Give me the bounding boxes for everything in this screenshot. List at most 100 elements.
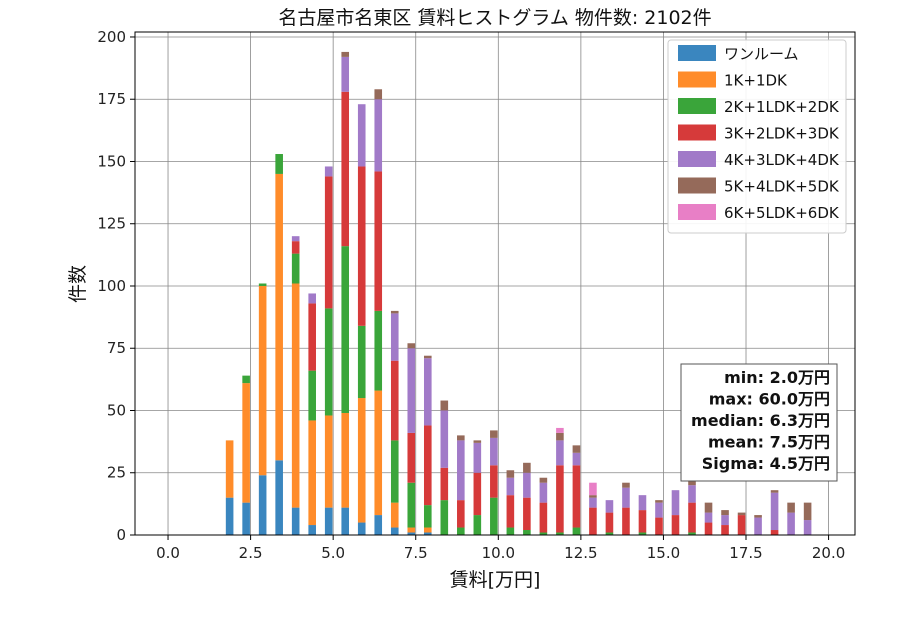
- histogram-bar: [622, 482, 630, 488]
- histogram-bar: [523, 462, 531, 473]
- histogram-bar: [622, 487, 630, 508]
- stats-line: max: 60.0万円: [709, 390, 830, 409]
- histogram-bar: [506, 477, 515, 496]
- histogram-bar: [754, 517, 762, 535]
- legend-label: 1K+1DK: [724, 72, 788, 90]
- histogram-bar: [523, 530, 531, 535]
- histogram-bar: [357, 166, 366, 326]
- histogram-bar: [655, 500, 663, 503]
- histogram-bar: [407, 343, 416, 349]
- histogram-bar: [390, 527, 399, 535]
- histogram-bar: [308, 525, 316, 535]
- stats-box: min: 2.0万円 max: 60.0万円 median: 6.3万円 mean: …: [680, 363, 838, 482]
- histogram-bar: [787, 512, 795, 535]
- legend-label: 2K+1LDK+2DK: [724, 98, 840, 116]
- histogram-bar: [622, 507, 630, 535]
- histogram-bar: [721, 515, 729, 526]
- histogram-bar: [688, 485, 696, 503]
- histogram-bar: [242, 502, 250, 535]
- histogram-bar: [357, 522, 366, 535]
- histogram-bar: [671, 490, 680, 516]
- histogram-bar: [572, 445, 581, 453]
- histogram-bar: [523, 472, 531, 498]
- histogram-bar: [291, 507, 300, 535]
- stats-line: min: 2.0万円: [724, 368, 830, 387]
- histogram-bar: [655, 517, 663, 535]
- legend-label: 5K+4LDK+5DK: [724, 178, 840, 196]
- plot-frame: [134, 31, 856, 536]
- histogram-bar: [423, 532, 432, 535]
- histogram-bar: [407, 348, 416, 433]
- histogram-bar: [291, 283, 300, 508]
- histogram-bar: [539, 477, 548, 483]
- histogram-bar: [291, 241, 300, 254]
- legend: ワンルーム 1K+1DK 2K+1LDK+2DK 3K+2LDK+3DK 4K+3LDK…: [667, 39, 847, 234]
- histogram-bar: [374, 89, 383, 100]
- legend-label: 3K+2LDK+3DK: [724, 125, 840, 143]
- histogram-bar: [423, 425, 432, 506]
- x-tick-label: 7.5: [404, 544, 428, 562]
- histogram-bar: [308, 303, 316, 371]
- histogram-bar: [225, 440, 234, 498]
- legend-swatch: [678, 98, 716, 114]
- chart-title: 名古屋市名東区 賃料ヒストグラム 物件数: 2102件: [278, 7, 711, 29]
- bars: [225, 51, 812, 535]
- histogram-bar: [473, 440, 482, 443]
- stats-line: mean: 7.5万円: [708, 433, 830, 452]
- histogram-bar: [390, 440, 399, 503]
- histogram-bar: [407, 527, 416, 533]
- legend-swatch: [678, 45, 716, 61]
- legend-swatch: [678, 124, 716, 141]
- x-tick-label: 0.0: [156, 544, 180, 562]
- histogram-bar: [308, 293, 316, 304]
- histogram-bar: [572, 527, 581, 535]
- histogram-bar: [556, 427, 564, 433]
- histogram-bar: [490, 430, 498, 438]
- x-tick-label: 10.0: [482, 544, 515, 562]
- histogram-bar: [589, 497, 597, 508]
- histogram-bar: [457, 500, 465, 528]
- histogram-bar: [704, 512, 713, 523]
- y-tick-label: 100: [97, 277, 126, 295]
- histogram-bar: [737, 512, 746, 516]
- histogram-bar: [374, 390, 383, 516]
- histogram-bar: [754, 515, 762, 518]
- histogram-bar: [605, 532, 614, 535]
- histogram-bar: [225, 497, 234, 535]
- histogram-bar: [770, 492, 779, 531]
- histogram-bar: [423, 355, 432, 359]
- histogram-bar: [490, 497, 498, 535]
- y-axis-ticks: 0 25 50 75 100 125 150 175 200: [97, 28, 135, 544]
- histogram-bar: [341, 91, 350, 247]
- legend-swatch: [678, 71, 716, 88]
- x-axis-label: 賃料[万円]: [450, 569, 541, 591]
- histogram-bar: [589, 495, 597, 498]
- histogram-bar: [688, 480, 696, 486]
- histogram-bar: [423, 358, 432, 426]
- histogram-bar: [506, 527, 515, 535]
- histogram-bar: [556, 432, 564, 441]
- y-tick-label: 125: [97, 215, 126, 233]
- y-tick-label: 25: [107, 464, 126, 482]
- x-tick-label: 17.5: [729, 544, 762, 562]
- legend-label: ワンルーム: [724, 45, 799, 63]
- histogram-bar: [341, 412, 350, 508]
- legend-label: 4K+3LDK+4DK: [724, 151, 840, 169]
- histogram-bar: [523, 497, 531, 531]
- histogram-bar: [457, 440, 465, 501]
- histogram-bar: [671, 515, 680, 535]
- histogram-bar: [473, 472, 482, 516]
- stats-frame: [680, 363, 838, 482]
- histogram-bar: [258, 283, 267, 286]
- histogram-bar: [258, 475, 267, 535]
- histogram-bar: [688, 532, 696, 535]
- histogram-bar: [407, 432, 416, 483]
- histogram-bar: [473, 442, 482, 473]
- legend-swatch: [678, 204, 716, 220]
- histogram-bar: [556, 440, 564, 466]
- histogram-bar: [589, 507, 597, 535]
- histogram-bar: [357, 325, 366, 399]
- histogram-bar: [539, 502, 548, 533]
- histogram-bar: [770, 530, 779, 535]
- histogram-bar: [572, 452, 581, 466]
